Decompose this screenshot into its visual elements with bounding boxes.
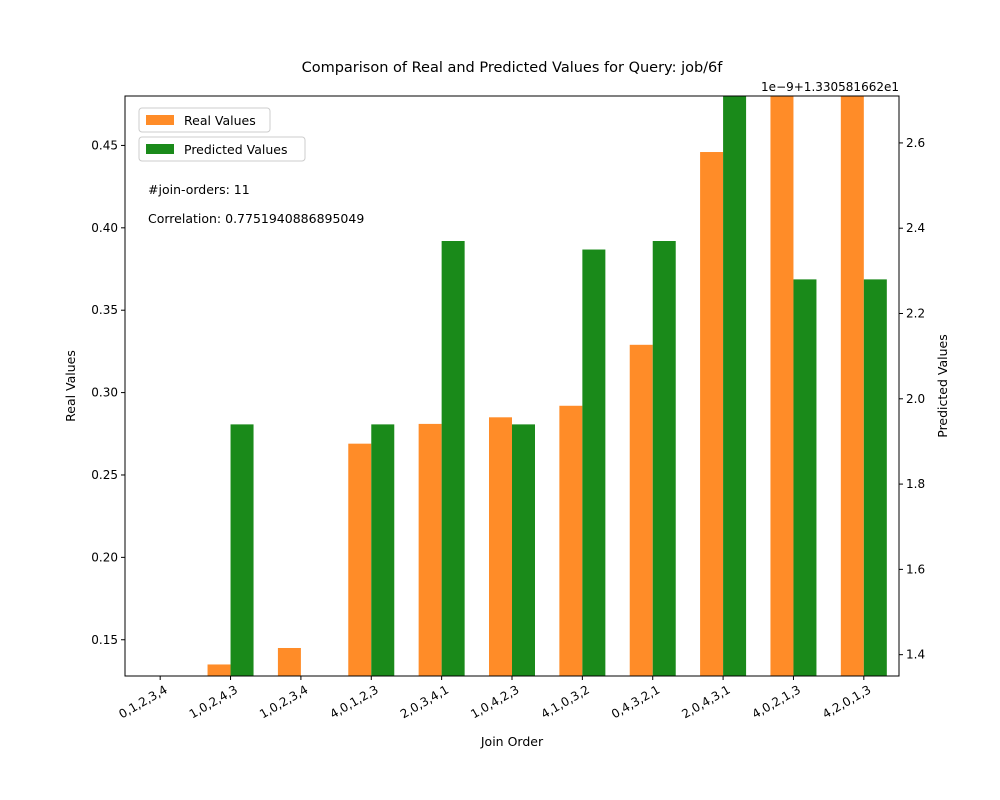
bar-real <box>277 647 301 676</box>
bar-real <box>418 423 442 676</box>
bar-real <box>840 96 864 676</box>
bar-real <box>348 443 372 676</box>
y-tick-label: 0.40 <box>91 221 118 235</box>
left-axis: 0.15 0.20 0.25 0.30 0.35 0.40 0.45 <box>91 138 125 647</box>
legend-predicted: Predicted Values <box>138 136 306 162</box>
x-tick-label: 1,0,2,4,3 <box>187 682 240 721</box>
x-tick-label: 0,4,3,2,1 <box>609 682 662 721</box>
right-axis: 1.4 1.6 1.8 2.0 2.2 2.4 2.6 <box>899 136 925 662</box>
bar-predicted <box>652 241 676 676</box>
legend-swatch-real <box>146 115 174 125</box>
y-tick-label: 0.45 <box>91 138 118 152</box>
y-axis-label: Real Values <box>63 350 78 422</box>
y2-tick-label: 1.4 <box>906 648 925 662</box>
y-tick-label: 0.35 <box>91 303 118 317</box>
chart-title: Comparison of Real and Predicted Values … <box>302 60 724 76</box>
x-tick-label: 0,1,2,3,4 <box>116 682 169 721</box>
bar-predicted <box>230 424 254 676</box>
x-tick-label: 2,0,4,3,1 <box>679 682 732 721</box>
legend-label-real: Real Values <box>184 113 256 128</box>
legend-real: Real Values <box>138 107 271 133</box>
y2-axis-label: Predicted Values <box>935 334 950 438</box>
x-axis: 0,1,2,3,4 1,0,2,4,3 1,0,2,3,4 4,0,1,2,3 2,0,… <box>116 676 873 721</box>
y2-tick-label: 2.0 <box>906 392 925 406</box>
y2-tick-label: 1.6 <box>906 562 925 576</box>
bar-predicted <box>793 279 817 676</box>
x-tick-label: 1,0,4,2,3 <box>468 682 521 721</box>
bar-predicted <box>863 279 887 676</box>
bar-real <box>629 344 653 676</box>
right-axis-offset-label: 1e−9+1.330581662e1 <box>761 80 899 94</box>
bar-predicted <box>441 241 465 676</box>
y2-tick-label: 1.8 <box>906 477 925 491</box>
x-tick-label: 2,0,3,4,1 <box>398 682 451 721</box>
bar-predicted <box>723 96 747 676</box>
bars-layer <box>207 96 887 677</box>
y2-tick-label: 2.4 <box>906 221 925 235</box>
x-tick-label: 4,0,1,2,3 <box>327 682 380 721</box>
y-tick-label: 0.30 <box>91 386 118 400</box>
bar-real <box>207 664 231 676</box>
x-tick-label: 4,0,2,1,3 <box>750 682 803 721</box>
bar-real <box>489 417 512 676</box>
bar-real <box>700 152 724 677</box>
x-tick-label: 1,0,2,3,4 <box>257 682 310 721</box>
bar-predicted <box>371 424 395 676</box>
y-tick-label: 0.20 <box>91 550 118 564</box>
y2-tick-label: 2.6 <box>906 136 925 150</box>
bar-real <box>559 405 583 676</box>
x-axis-label: Join Order <box>480 734 544 749</box>
x-tick-label: 4,1,0,3,2 <box>539 682 592 721</box>
bar-real <box>770 96 794 676</box>
legend-label-predicted: Predicted Values <box>184 142 288 157</box>
y-tick-label: 0.25 <box>91 468 118 482</box>
bar-predicted <box>512 424 535 676</box>
x-tick-label: 4,2,0,1,3 <box>820 682 873 721</box>
annotation-join-orders: #join-orders: 11 <box>148 182 250 197</box>
y-tick-label: 0.15 <box>91 633 118 647</box>
bar-predicted <box>582 249 606 676</box>
y2-tick-label: 2.2 <box>906 307 925 321</box>
legend-swatch-predicted <box>146 144 174 154</box>
annotation-correlation: Correlation: 0.7751940886895049 <box>148 211 364 226</box>
